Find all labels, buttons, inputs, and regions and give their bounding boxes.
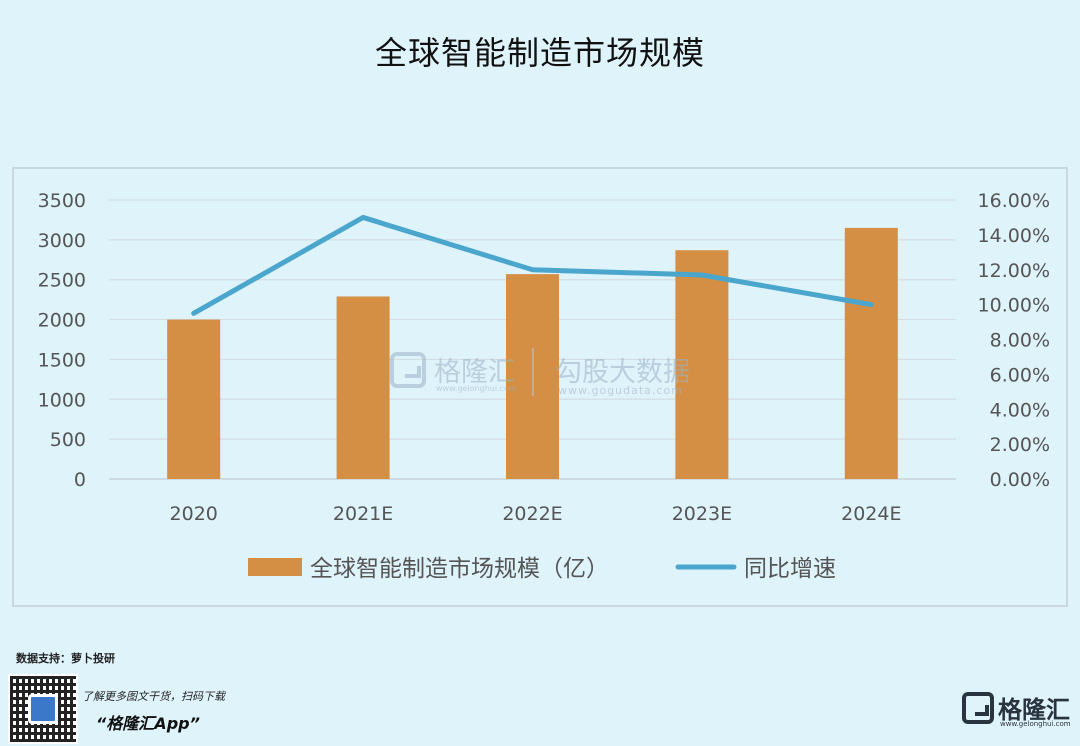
right-tick-label: 10.00%	[978, 295, 1050, 317]
promo-app-name: “格隆汇App”	[96, 714, 200, 733]
promo-text: 了解更多图文干货，扫码下载	[82, 690, 225, 703]
x-tick-label: 2023E	[672, 503, 732, 525]
left-axis-ticks: 0 500 1000 1500 2000 2500 3000 3500	[38, 190, 86, 491]
legend-swatch-bar	[248, 558, 302, 576]
x-tick-label: 2020	[170, 503, 218, 525]
left-tick-label: 3000	[38, 230, 86, 252]
right-tick-label: 4.00%	[990, 399, 1050, 421]
combo-chart: 0 500 1000 1500 2000 2500 3000 3500 0.00% 2.00% 4…	[38, 190, 1050, 582]
left-tick-label: 1500	[38, 349, 86, 371]
chart-frame: 0 500 1000 1500 2000 2500 3000 3500 0.00% 2.00% 4…	[12, 167, 1068, 607]
right-tick-label: 2.00%	[990, 434, 1050, 456]
bar	[506, 274, 559, 479]
bar	[844, 227, 898, 479]
right-tick-label: 8.00%	[990, 330, 1050, 352]
brand-url: www.gelonghui.com	[1000, 720, 1071, 728]
left-tick-label: 2000	[38, 310, 86, 332]
line-series	[191, 214, 874, 316]
right-tick-label: 12.00%	[978, 260, 1050, 282]
left-tick-label: 1000	[38, 389, 86, 411]
page-title: 全球智能制造市场规模	[374, 34, 705, 72]
right-tick-label: 0.00%	[990, 469, 1050, 491]
right-axis-ticks: 0.00% 2.00% 4.00% 6.00% 8.00% 10.00% 12.00% 14.…	[978, 190, 1050, 491]
bar-series	[167, 227, 898, 479]
left-tick-label: 0	[74, 469, 86, 491]
gelonghui-brand-icon	[962, 692, 994, 724]
bar	[336, 296, 390, 479]
x-tick-label: 2021E	[333, 503, 393, 525]
right-tick-label: 6.00%	[990, 364, 1050, 386]
data-source: 数据支持：萝卜投研	[16, 652, 115, 665]
legend-label-line: 同比增速	[744, 556, 836, 582]
left-tick-label: 500	[50, 429, 86, 451]
x-tick-label: 2022E	[502, 503, 562, 525]
right-tick-label: 14.00%	[978, 225, 1050, 247]
bar	[675, 250, 729, 479]
x-tick-label: 2024E	[841, 503, 901, 525]
legend-label-bar: 全球智能制造市场规模（亿）	[310, 556, 609, 582]
bar	[167, 319, 221, 479]
brand-logo: 格隆汇 www.gelonghui.com	[962, 688, 1072, 734]
right-tick-label: 16.00%	[978, 190, 1050, 212]
qr-center-logo-icon	[28, 694, 58, 724]
legend: 全球智能制造市场规模（亿） 同比增速	[248, 556, 836, 582]
left-tick-label: 2500	[38, 270, 86, 292]
brand-name: 格隆汇	[998, 696, 1070, 724]
x-axis-ticks: 2020 2021E 2022E 2023E 2024E	[170, 503, 902, 525]
left-tick-label: 3500	[38, 190, 86, 212]
